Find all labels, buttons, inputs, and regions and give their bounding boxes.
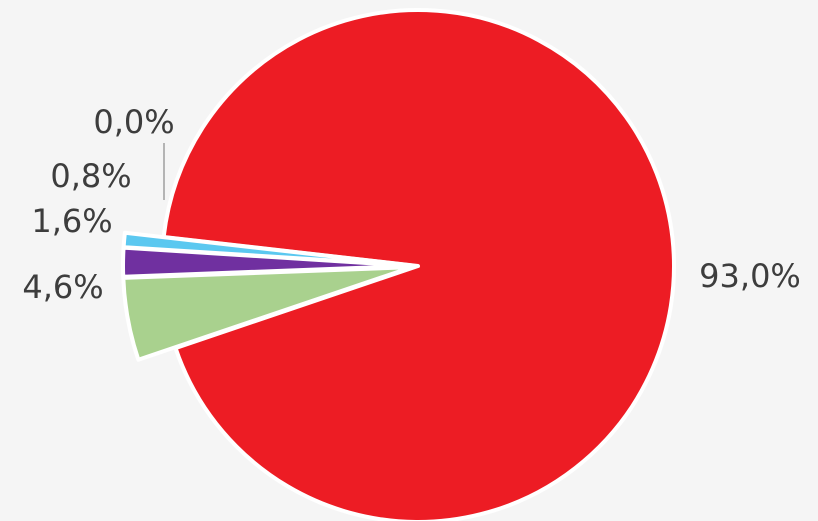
- pie-slices: [123, 10, 674, 521]
- data-label-0: 93,0%: [699, 257, 801, 295]
- data-label-2: 1,6%: [31, 202, 112, 240]
- data-label-1: 4,6%: [22, 268, 103, 306]
- data-label-4: 0,0%: [93, 103, 174, 141]
- data-label-3: 0,8%: [50, 157, 131, 195]
